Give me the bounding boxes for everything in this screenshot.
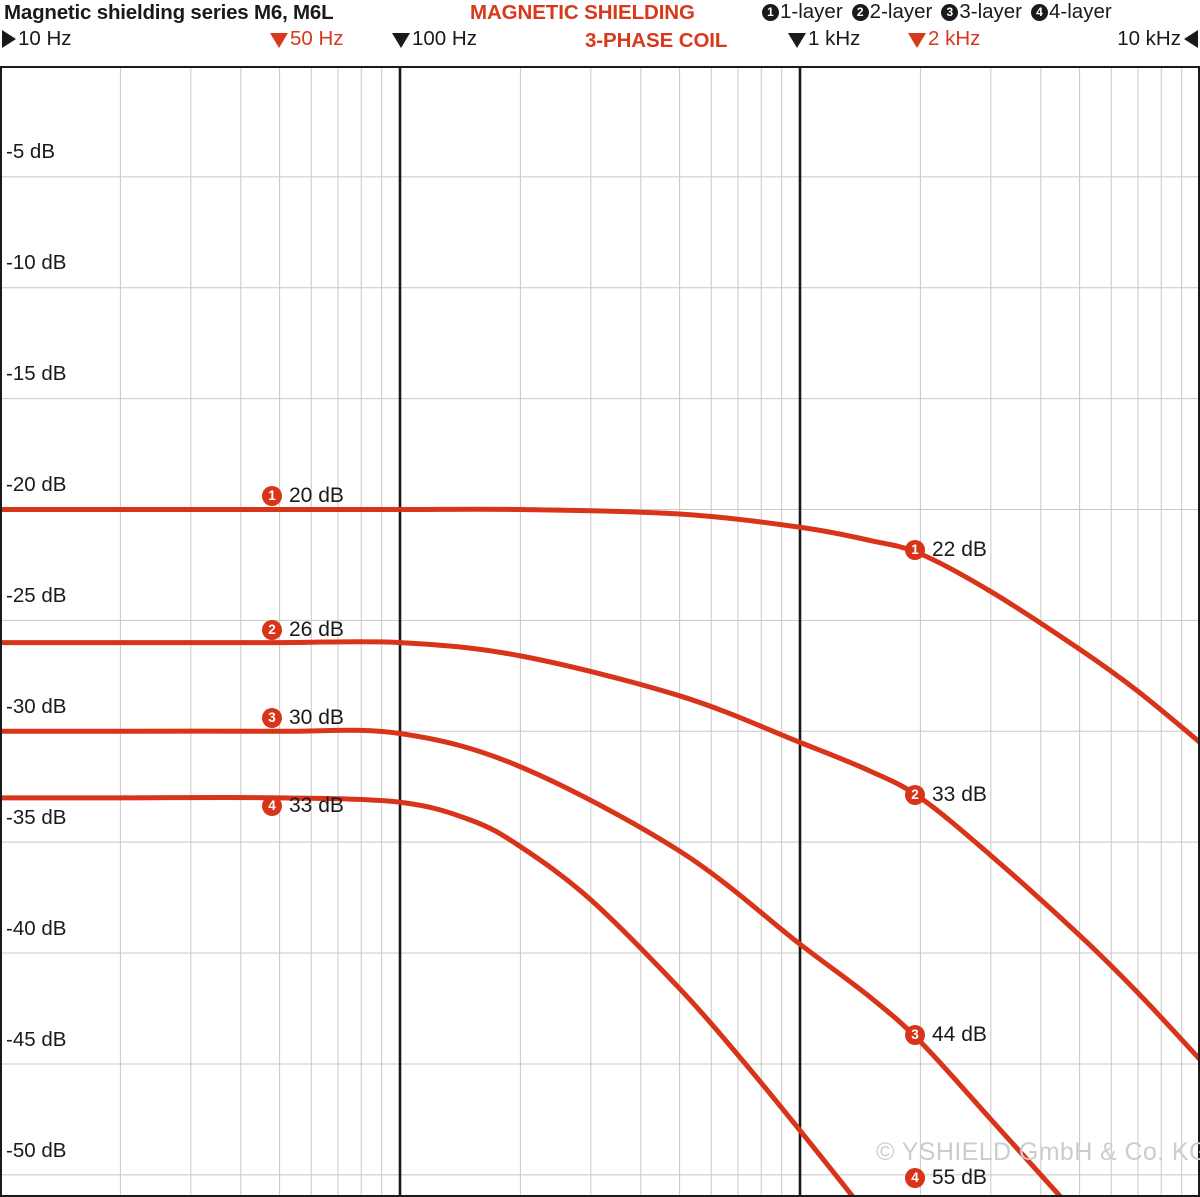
curve-point-label-3-50hz: 3 30 dB	[262, 706, 344, 730]
triangle-right-icon	[2, 30, 16, 48]
badge-4-icon: 4	[262, 796, 282, 816]
freq-label-10khz: 10 kHz	[1117, 27, 1181, 50]
y-tick-label: -15 dB	[6, 362, 67, 385]
legend-item-4-layer: 4 4-layer	[1031, 0, 1112, 24]
legend-label-3-layer: 3-layer	[959, 0, 1023, 23]
y-tick-label: -40 dB	[6, 917, 67, 940]
freq-marker-10khz: 10 kHz	[1117, 27, 1198, 51]
triangle-down-icon	[392, 32, 410, 48]
curve-1-layer	[0, 506, 1200, 745]
freq-label-10hz: 10 Hz	[18, 27, 72, 50]
curve-2-layer	[0, 639, 1200, 1063]
badge-3-icon: 3	[941, 3, 959, 21]
point-value: 33 dB	[289, 794, 344, 817]
y-tick-label: -25 dB	[6, 584, 67, 607]
plot-frame	[0, 66, 1200, 1197]
point-value: 44 dB	[932, 1023, 987, 1046]
point-value: 20 dB	[289, 484, 344, 507]
triangle-down-icon	[270, 32, 288, 48]
legend-label-2-layer: 2-layer	[869, 0, 933, 23]
watermark: © YSHIELD GmbH & Co. KG	[876, 1138, 1200, 1166]
curve-point-label-1-50hz: 1 20 dB	[262, 484, 344, 508]
badge-4-icon: 4	[1031, 3, 1049, 21]
freq-label-2khz: 2 kHz	[928, 27, 981, 50]
curve-group	[0, 506, 1200, 1197]
legend-item-1-layer: 1 1-layer	[762, 0, 843, 24]
page-title: Magnetic shielding series M6, M6L	[4, 1, 334, 24]
freq-marker-10hz: 10 Hz	[2, 27, 72, 51]
subject-line-1: MAGNETIC SHIELDING	[470, 1, 695, 24]
freq-marker-1khz: 1 kHz	[788, 27, 860, 51]
badge-2-icon: 2	[262, 620, 282, 640]
y-tick-label: -20 dB	[6, 473, 67, 496]
curve-point-label-2-2khz: 2 33 dB	[905, 783, 987, 807]
freq-label-100hz: 100 Hz	[412, 27, 477, 50]
legend-item-2-layer: 2 2-layer	[851, 0, 933, 24]
triangle-down-icon	[908, 32, 926, 48]
curve-3-layer	[0, 727, 1065, 1197]
curve-point-label-4-50hz: 4 33 dB	[262, 794, 344, 818]
chart-canvas	[0, 66, 1200, 1197]
curve-point-label-4-2khz: 4 55 dB	[905, 1166, 987, 1190]
badge-1-icon: 1	[762, 3, 779, 21]
y-tick-label: -10 dB	[6, 251, 67, 274]
badge-1-icon: 1	[905, 540, 925, 560]
badge-3-icon: 3	[262, 708, 282, 728]
freq-label-1khz: 1 kHz	[808, 27, 861, 50]
legend-item-3-layer: 3 3-layer	[941, 0, 1022, 24]
legend-label-1-layer: 1-layer	[780, 0, 843, 23]
legend: 1 1-layer 2 2-layer 3 3-layer 4 4-layer	[762, 0, 1121, 24]
grid-minor-lines	[119, 66, 1183, 1197]
freq-marker-100hz: 100 Hz	[392, 27, 477, 51]
point-value: 55 dB	[932, 1166, 987, 1189]
point-value: 30 dB	[289, 706, 344, 729]
badge-3-icon: 3	[905, 1025, 925, 1045]
curve-point-label-2-50hz: 2 26 dB	[262, 618, 344, 642]
badge-2-icon: 2	[851, 3, 869, 21]
subject-line-2: 3-PHASE COIL	[585, 29, 728, 52]
point-value: 22 dB	[932, 538, 987, 561]
triangle-down-icon	[788, 32, 806, 48]
freq-marker-50hz: 50 Hz	[270, 27, 344, 51]
badge-2-icon: 2	[905, 785, 925, 805]
y-tick-label: -50 dB	[6, 1139, 67, 1162]
grid-horizontal-lines	[0, 176, 1200, 1176]
curve-point-label-3-2khz: 3 44 dB	[905, 1023, 987, 1047]
freq-marker-2khz: 2 kHz	[908, 27, 980, 51]
curve-4-layer	[0, 794, 857, 1197]
triangle-left-icon	[1184, 30, 1198, 48]
y-tick-label: -35 dB	[6, 806, 67, 829]
point-value: 33 dB	[932, 783, 987, 806]
point-value: 26 dB	[289, 618, 344, 641]
badge-1-icon: 1	[262, 486, 282, 506]
freq-label-50hz: 50 Hz	[290, 27, 344, 50]
chart-header: Magnetic shielding series M6, M6L MAGNET…	[0, 0, 1200, 66]
y-tick-label: -30 dB	[6, 695, 67, 718]
y-tick-label: -5 dB	[6, 140, 55, 163]
y-tick-label: -45 dB	[6, 1028, 67, 1051]
badge-4-icon: 4	[905, 1168, 925, 1188]
curve-point-label-1-2khz: 1 22 dB	[905, 538, 987, 562]
grid-major-lines	[398, 66, 802, 1197]
plot-area: -5 dB -10 dB -15 dB -20 dB -25 dB -30 dB…	[0, 66, 1200, 1197]
legend-label-4-layer: 4-layer	[1049, 0, 1112, 23]
